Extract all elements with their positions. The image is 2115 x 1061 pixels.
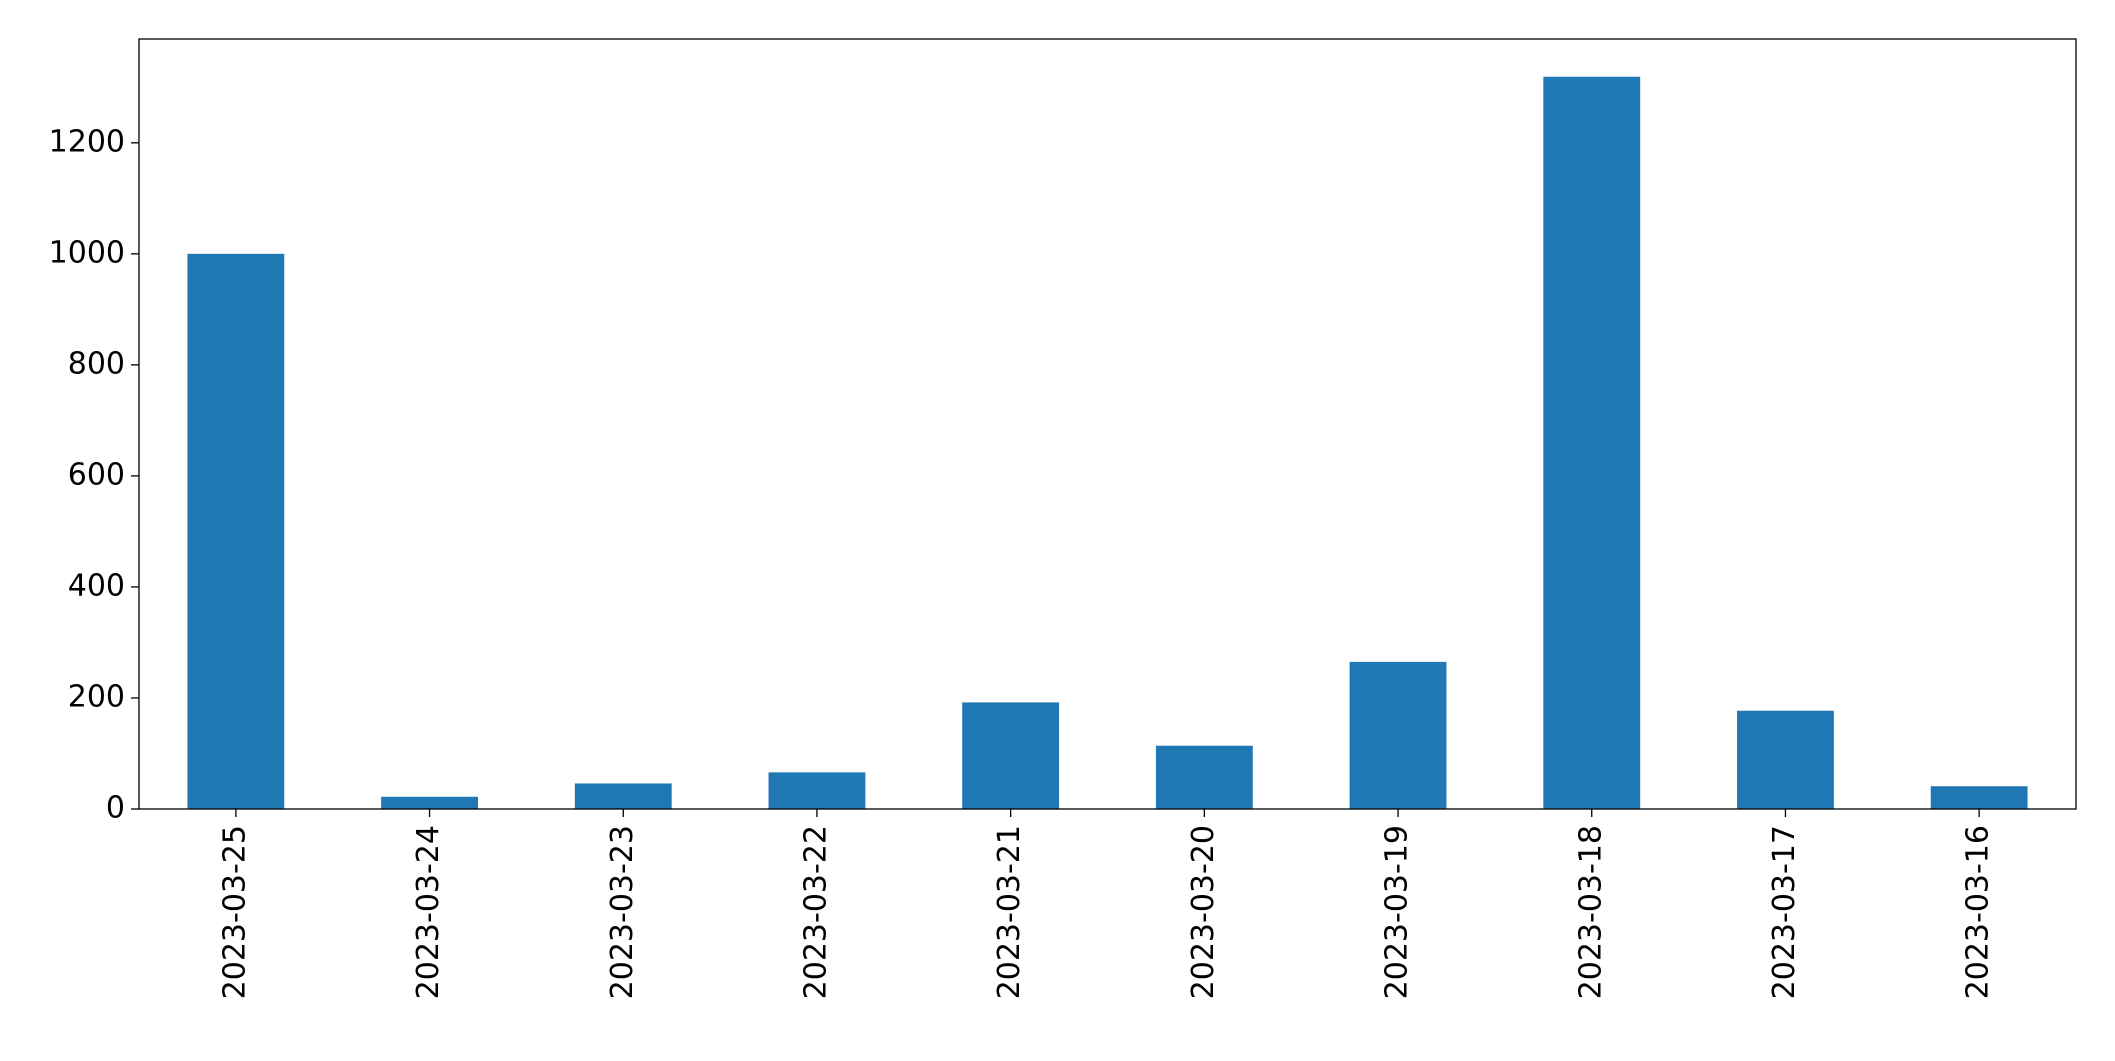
x-tick-label: 2023-03-16 <box>1961 825 1996 999</box>
y-tick-label: 800 <box>68 346 125 381</box>
bar <box>1155 745 1253 809</box>
x-tick-label: 2023-03-24 <box>411 825 446 999</box>
bar <box>381 796 478 809</box>
bar <box>1737 710 1834 809</box>
plot-frame <box>138 38 2077 810</box>
y-tick-label: 1000 <box>49 235 125 270</box>
bar <box>1543 76 1641 809</box>
bar <box>962 702 1060 809</box>
x-tick-label: 2023-03-23 <box>605 825 640 999</box>
y-tick-label: 0 <box>106 791 125 826</box>
y-tick-label: 400 <box>68 568 125 603</box>
y-tick-label: 1200 <box>49 124 125 159</box>
bar <box>1930 786 2028 809</box>
bar <box>768 772 866 809</box>
x-tick-label: 2023-03-21 <box>992 825 1027 999</box>
y-tick-label: 200 <box>68 679 125 714</box>
x-tick-label: 2023-03-20 <box>1186 825 1221 999</box>
bar <box>1349 661 1447 809</box>
bar <box>187 253 285 810</box>
y-tick-label: 600 <box>68 457 125 492</box>
x-tick-label: 2023-03-19 <box>1380 825 1415 999</box>
x-tick-label: 2023-03-18 <box>1573 825 1608 999</box>
bar <box>574 783 672 809</box>
x-tick-label: 2023-03-22 <box>798 825 833 999</box>
x-tick-label: 2023-03-25 <box>217 825 252 999</box>
x-tick-label: 2023-03-17 <box>1767 825 1802 999</box>
